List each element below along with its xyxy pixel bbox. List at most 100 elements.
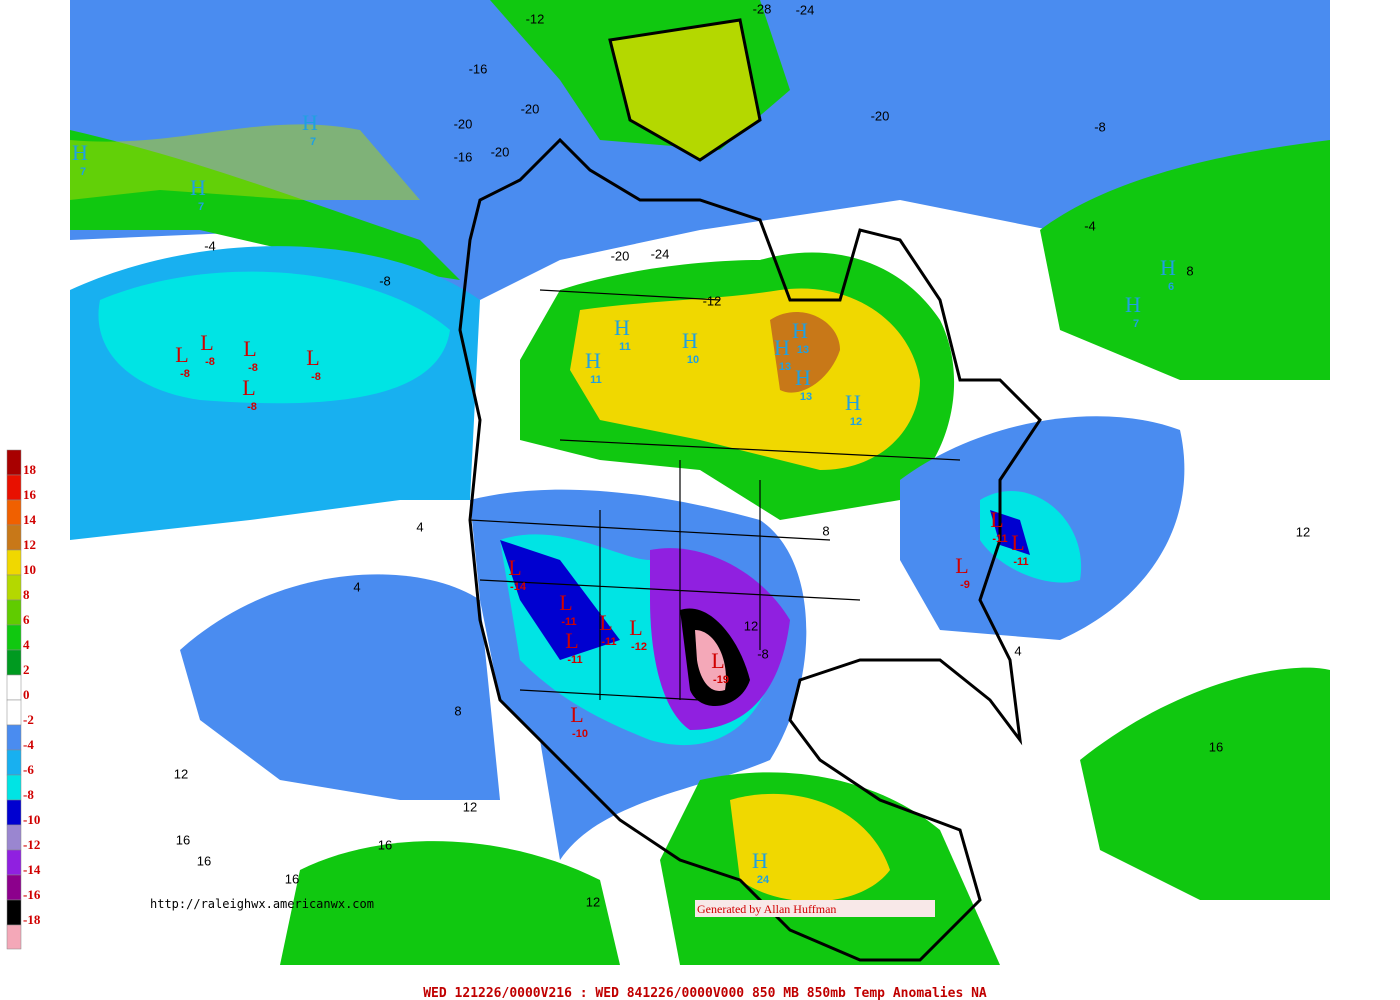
legend-label: -16	[23, 887, 41, 902]
center-letter: L	[629, 615, 642, 640]
center-letter: H	[585, 348, 601, 373]
contour-label: 12	[586, 894, 600, 909]
contour-label: -8	[1094, 119, 1106, 134]
center-letter: L	[242, 375, 255, 400]
contour-label: -4	[204, 238, 216, 253]
center-value: -11	[601, 636, 616, 648]
contour-label: 16	[378, 837, 392, 852]
center-letter: H	[792, 318, 808, 343]
legend-swatch	[6, 899, 22, 926]
credit: Generated by Allan Huffman	[697, 902, 836, 916]
center-letter: L	[565, 628, 578, 653]
center-letter: L	[175, 342, 188, 367]
contour-label: 4	[416, 519, 423, 534]
center-value: -10	[572, 728, 588, 740]
legend-label: -18	[23, 912, 41, 927]
contour-label: 12	[1296, 524, 1310, 539]
contour-label: -16	[469, 61, 488, 76]
center-value: -19	[713, 674, 729, 686]
legend-swatch	[6, 674, 22, 701]
contour-label: 8	[1186, 263, 1193, 278]
contour-label: -12	[703, 293, 722, 308]
footer: WED 121226/0000V216 : WED 841226/0000V00…	[423, 986, 987, 1000]
center-letter: H	[614, 315, 630, 340]
center-value: 7	[310, 136, 316, 148]
legend-label: -4	[23, 737, 34, 752]
contour-labels: -16 -12 -20 -20 -16 -20 -24 -20 -12 -4 -8 -4 8 12 4 4 8 1…	[174, 1, 1310, 909]
legend-label: -14	[23, 862, 41, 877]
center-letter: H	[752, 848, 768, 873]
center-letter: H	[1125, 292, 1141, 317]
legend-swatch	[6, 724, 22, 751]
legend-swatch	[6, 799, 22, 826]
center-letter: H	[845, 390, 861, 415]
legend-label: 4	[23, 637, 30, 652]
legend-swatch	[6, 874, 22, 901]
legend-swatch	[6, 499, 22, 526]
center-value: 11	[590, 374, 602, 386]
contour-label: -12	[526, 11, 545, 26]
contour-label: 16	[1209, 739, 1223, 754]
center-letter: L	[306, 345, 319, 370]
contour-label: 12	[174, 766, 188, 781]
legend-swatch	[6, 774, 22, 801]
contour-label: -24	[796, 2, 815, 17]
contour-label: 12	[463, 799, 477, 814]
contour-label: -8	[379, 273, 391, 288]
center-value: -11	[992, 533, 1007, 545]
source-url: http://raleighwx.americanwx.com	[150, 897, 374, 911]
legend-label: 16	[23, 487, 37, 502]
legend-label: 2	[23, 662, 30, 677]
legend-label: 14	[23, 512, 37, 527]
legend-label: 0	[23, 687, 30, 702]
center-letter: L	[570, 702, 583, 727]
center-letter: H	[1160, 255, 1176, 280]
center-value: -11	[561, 616, 576, 628]
center-value: 10	[687, 354, 699, 366]
contour-label: -20	[611, 248, 630, 263]
center-letter: L	[559, 590, 572, 615]
contour-label: -4	[1084, 218, 1096, 233]
contour-label: 4	[353, 579, 360, 594]
legend-swatch	[6, 849, 22, 876]
legend-swatch	[6, 524, 22, 551]
coastlines	[458, 18, 1042, 962]
borders	[469, 289, 961, 701]
center-letter: H	[774, 335, 790, 360]
center-value: -12	[631, 641, 647, 653]
color-legend: 18 16 14 12 10 8 6 4 2 0 -2 -4 -6 -8 -10 -12 -14 -16 -18	[6, 449, 41, 950]
legend-label: 8	[23, 587, 30, 602]
center-letter: H	[72, 140, 88, 165]
legend-swatch	[6, 699, 22, 726]
contour-label: -16	[454, 149, 473, 164]
contour-label: -20	[491, 144, 510, 159]
legend-swatch	[6, 749, 22, 776]
contour-label: 12	[744, 618, 758, 633]
legend-label: -10	[23, 812, 40, 827]
contour-label: 16	[197, 853, 211, 868]
legend-label: 6	[23, 612, 30, 627]
legend-label: -2	[23, 712, 34, 727]
center-value: -9	[960, 579, 970, 591]
center-value: -8	[247, 401, 257, 413]
center-value: -8	[180, 368, 190, 380]
center-value: 13	[797, 344, 809, 356]
contour-label: -20	[454, 116, 473, 131]
legend-label: -8	[23, 787, 34, 802]
center-letter: L	[990, 507, 1003, 532]
legend-swatch	[6, 824, 22, 851]
contour-label: -20	[521, 101, 540, 116]
center-letter: H	[795, 365, 811, 390]
legend-swatch	[6, 474, 22, 501]
center-letter: L	[200, 330, 213, 355]
legend-label: -6	[23, 762, 34, 777]
contour-label: -8	[757, 646, 769, 661]
legend-swatch	[6, 649, 22, 676]
legend-label: -12	[23, 837, 40, 852]
center-letter: L	[599, 610, 612, 635]
legend-label: 12	[23, 537, 36, 552]
contour-label: 8	[454, 703, 461, 718]
legend-swatch	[6, 574, 22, 601]
center-letter: L	[243, 336, 256, 361]
